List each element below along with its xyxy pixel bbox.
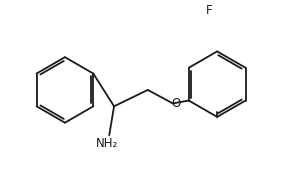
Text: O: O — [171, 97, 180, 110]
Text: F: F — [206, 4, 213, 17]
Text: NH₂: NH₂ — [96, 137, 118, 150]
